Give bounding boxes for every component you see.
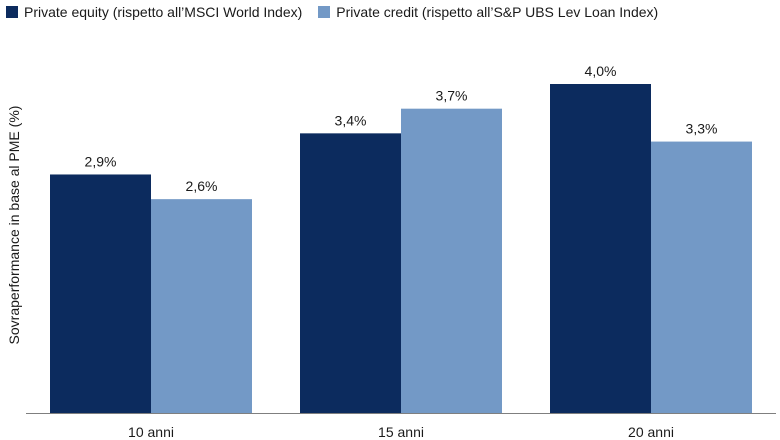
data-label-series-1-10-anni: 2,9%	[85, 153, 117, 169]
x-tick-label-15-anni: 15 anni	[378, 424, 424, 440]
data-label-series-2-20-anni: 3,3%	[686, 121, 718, 137]
bar-series-2-10-anni	[151, 199, 252, 413]
chart-legend: Private equity (rispetto all’MSCI World …	[6, 2, 658, 22]
legend-label-private-equity: Private equity (rispetto all’MSCI World …	[24, 4, 303, 20]
bar-series-1-10-anni	[50, 174, 151, 413]
data-label-series-1-20-anni: 4,0%	[585, 63, 617, 79]
bar-series-2-15-anni	[401, 108, 502, 414]
bars-layer	[50, 84, 752, 414]
legend-label-private-credit: Private credit (rispetto all’S&P UBS Lev…	[336, 4, 659, 20]
legend-item-private-equity: Private equity (rispetto all’MSCI World …	[6, 4, 302, 20]
data-label-series-2-15-anni: 3,7%	[436, 88, 468, 104]
legend-swatch-private-equity	[6, 6, 18, 18]
x-tick-label-10-anni: 10 anni	[128, 424, 174, 440]
legend-swatch-private-credit	[318, 6, 331, 18]
data-label-series-2-10-anni: 2,6%	[186, 178, 218, 194]
data-label-series-1-15-anni: 3,4%	[335, 112, 367, 128]
bar-series-2-20-anni	[651, 141, 752, 413]
x-tick-label-20-anni: 20 anni	[628, 424, 674, 440]
bar-series-1-15-anni	[300, 133, 401, 413]
x-tick-labels-layer: 10 anni 15 anni 20 anni	[128, 424, 674, 440]
bar-series-1-20-anni	[550, 84, 651, 413]
legend-item-private-credit: Private credit (rispetto all’S&P UBS Lev…	[318, 4, 658, 20]
data-labels-layer: 2,9% 2,6% 3,4% 3,7% 4,0% 3,3%	[85, 63, 718, 194]
